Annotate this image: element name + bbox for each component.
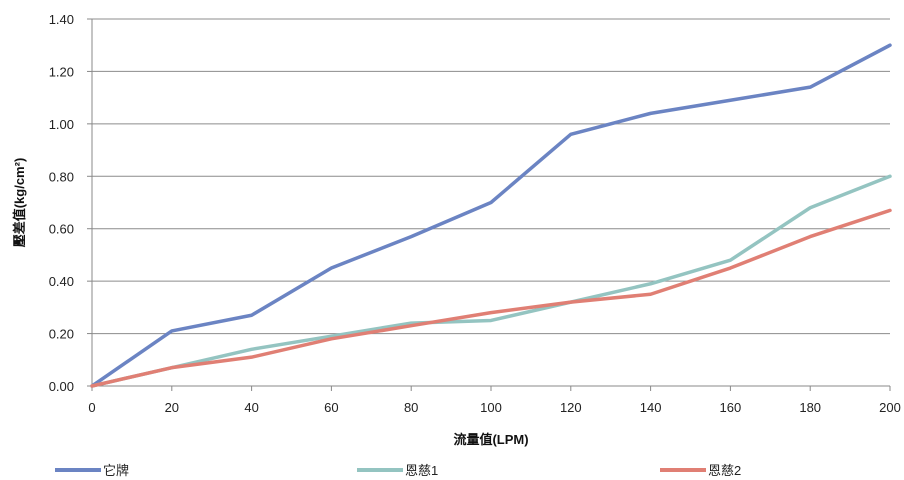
x-tick-label: 100 (480, 400, 502, 415)
legend-label-1: 恩慈1 (405, 463, 438, 478)
series-layer (90, 43, 892, 388)
y-tick-label: 0.60 (49, 222, 74, 237)
y-tick-label: 0.00 (49, 379, 74, 394)
legend: 它牌 恩慈1 恩慈2 (55, 463, 741, 478)
y-tick-label: 1.40 (49, 12, 74, 27)
y-tick-label: 1.20 (49, 64, 74, 79)
legend-label-0: 它牌 (103, 463, 129, 478)
series-line-2 (90, 208, 892, 388)
y-axis-ticks: 0.00 0.20 0.40 0.60 0.80 1.00 1.20 1.40 (49, 12, 92, 394)
x-tick-label: 20 (165, 400, 179, 415)
grid-lines (92, 18, 890, 335)
x-tick-label: 200 (879, 400, 901, 415)
y-tick-label: 0.40 (49, 274, 74, 289)
y-tick-label: 0.20 (49, 327, 74, 342)
x-tick-label: 120 (560, 400, 582, 415)
legend-label-2: 恩慈2 (708, 463, 741, 478)
x-tick-label: 60 (324, 400, 338, 415)
x-tick-label: 160 (720, 400, 742, 415)
y-tick-label: 1.00 (49, 117, 74, 132)
x-tick-label: 40 (244, 400, 258, 415)
x-tick-label: 80 (404, 400, 418, 415)
x-tick-label: 0 (88, 400, 95, 415)
x-axis-ticks: 0 20 40 60 80 100 120 140 160 180 200 (88, 386, 901, 415)
y-axis-title: 壓差值(kg/cm²) (12, 158, 27, 248)
y-tick-label: 0.80 (49, 169, 74, 184)
x-axis-title: 流量值(LPM) (453, 432, 528, 447)
x-tick-label: 140 (640, 400, 662, 415)
x-tick-label: 180 (799, 400, 821, 415)
series-line-1 (90, 174, 892, 388)
series-line-0 (90, 43, 892, 388)
